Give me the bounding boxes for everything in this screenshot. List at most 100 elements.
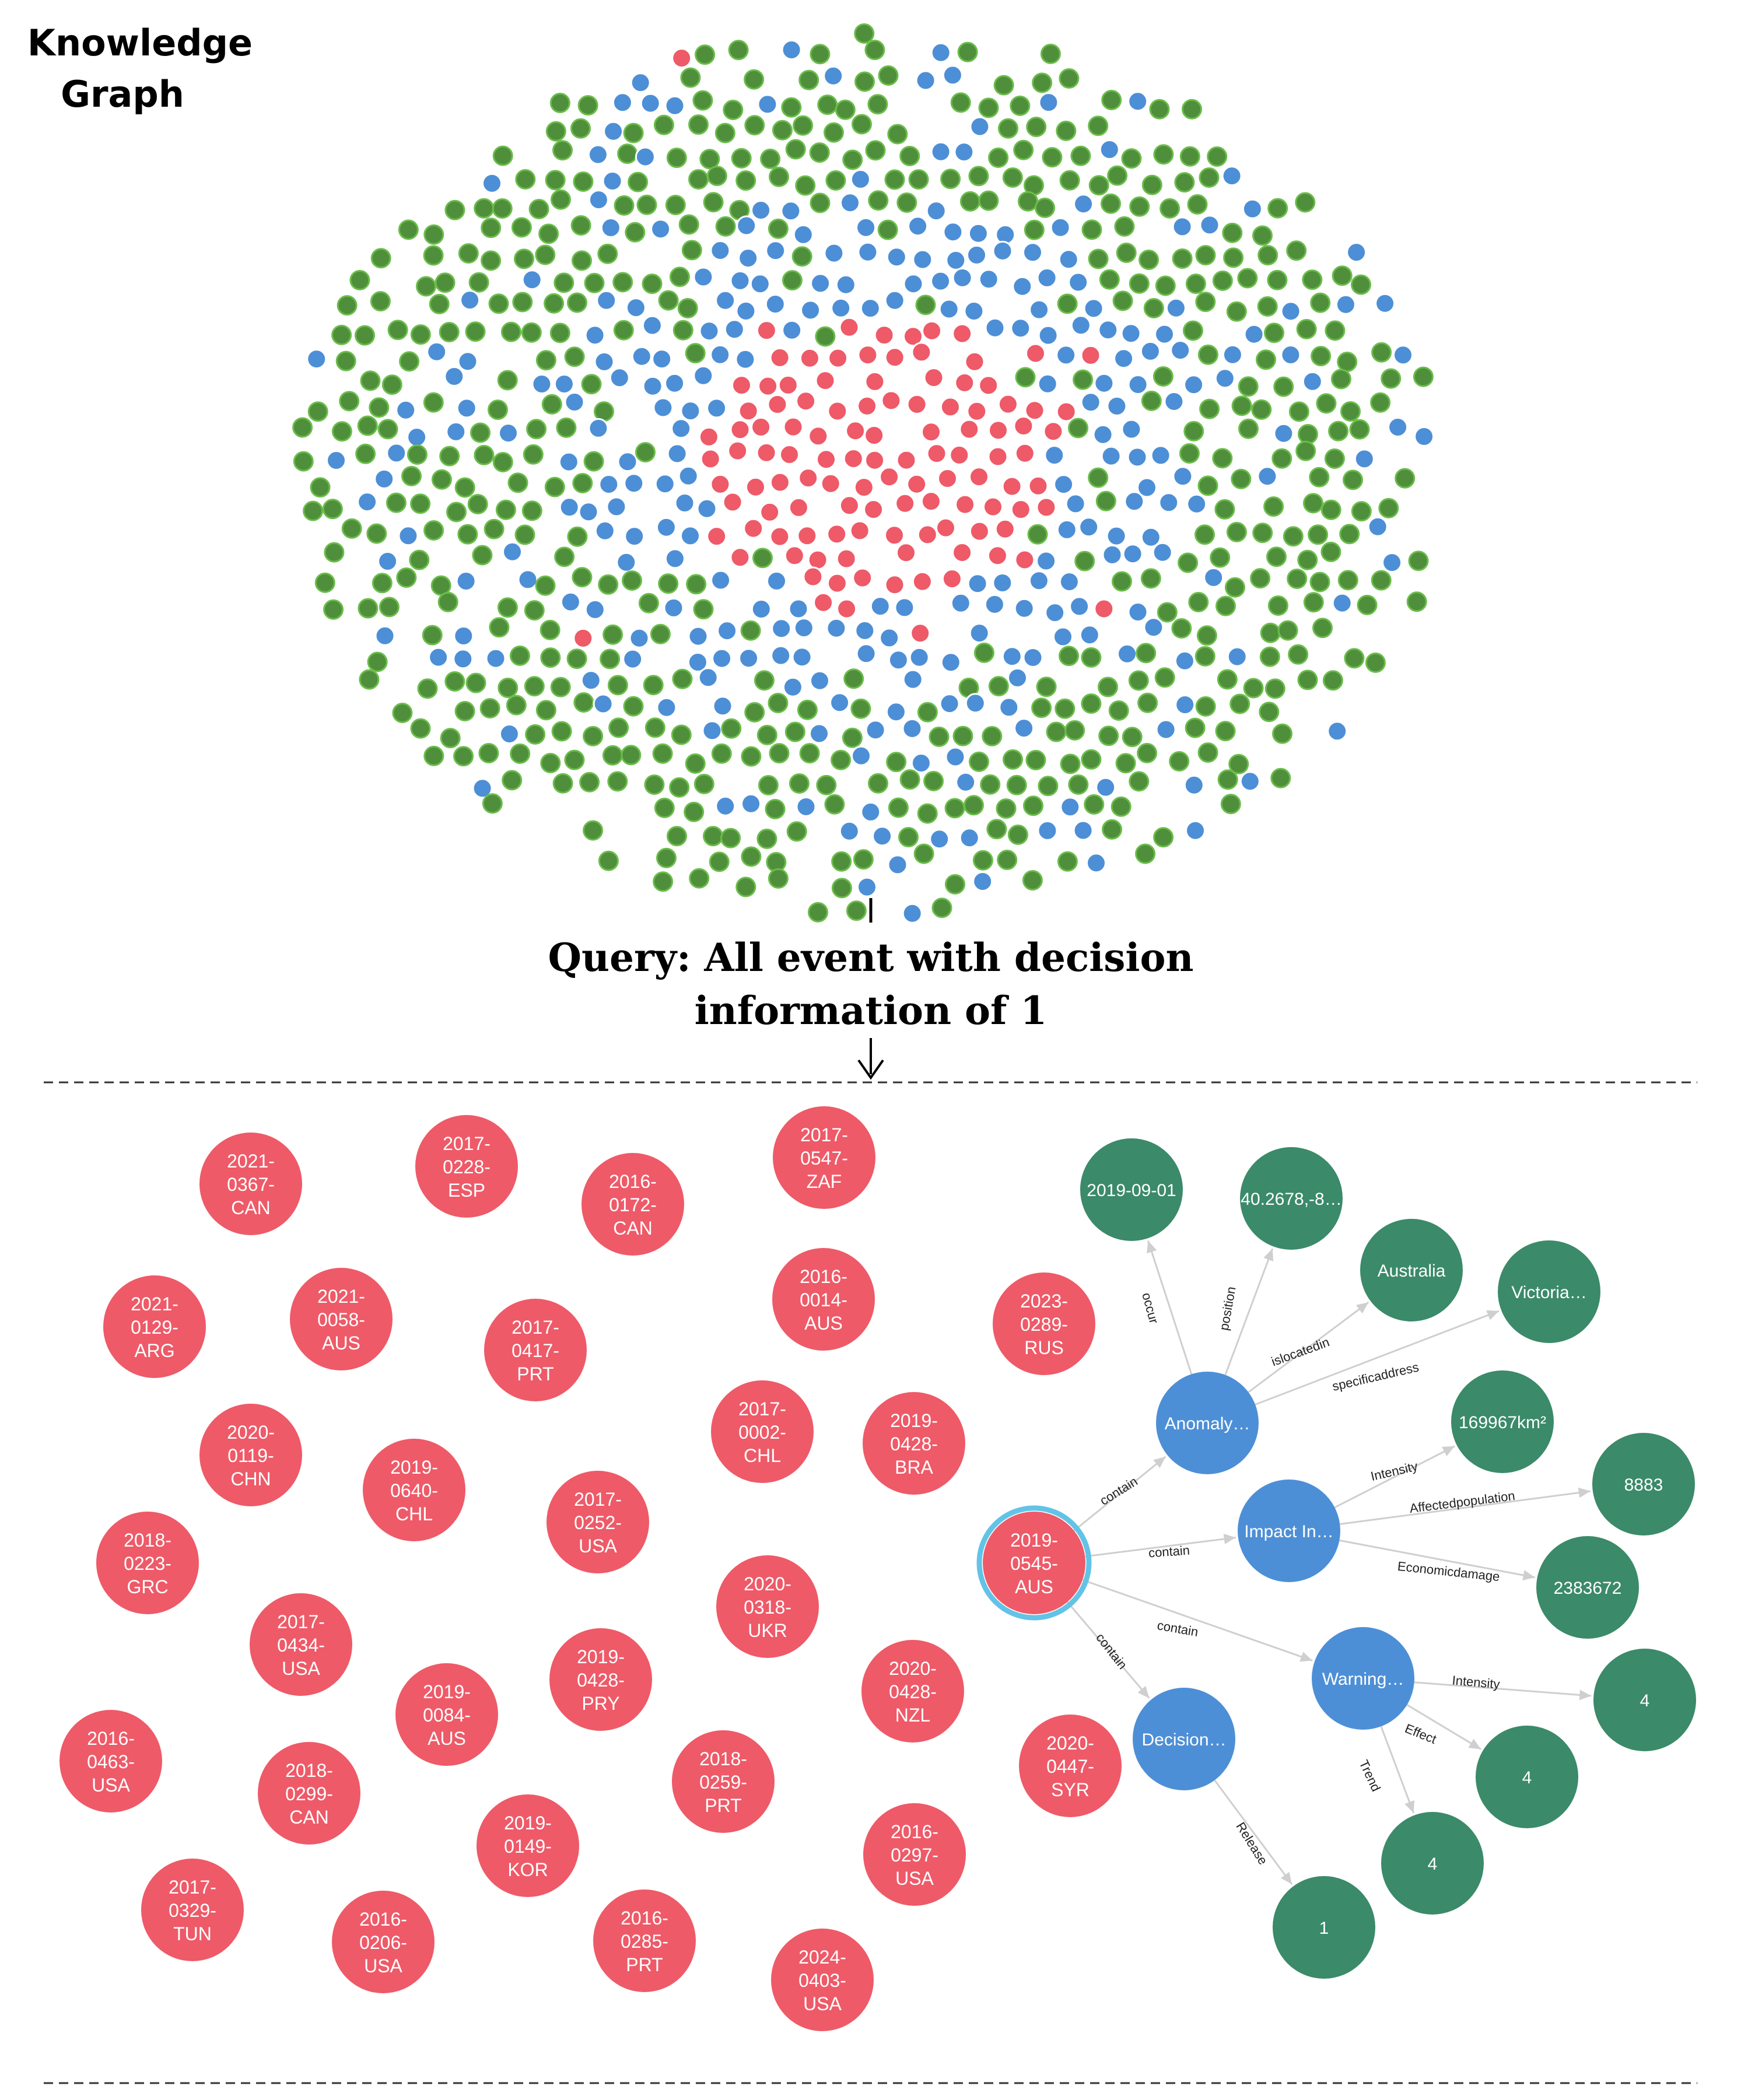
graph-node-53 [852,114,872,135]
graph-node-574 [1140,527,1161,548]
event-node[interactable]: 2017-0417-PRT [484,1299,587,1401]
event-node[interactable]: 2020-0447-SYR [1019,1715,1122,1817]
category-node[interactable]: Decision… [1133,1688,1235,1790]
graph-node-630 [941,569,962,589]
graph-node-158 [943,222,964,243]
graph-node-687 [740,620,761,641]
category-node[interactable]: Anomaly… [1156,1372,1259,1474]
graph-node-41 [1182,99,1202,120]
value-node[interactable]: 8883 [1592,1433,1695,1535]
value-node[interactable]: 169967km² [1451,1370,1554,1473]
event-node[interactable]: 2018-0299- CAN [258,1742,360,1845]
value-node-label: 4 [1428,1854,1438,1874]
event-node[interactable]: 2016- 0297-USA [863,1803,966,1906]
event-node[interactable]: 2017-0329-TUN [141,1859,244,1961]
value-node[interactable]: 2383672 [1536,1536,1639,1639]
event-node[interactable]: 2017- 0002-CHL [711,1380,814,1483]
graph-node-802 [702,720,723,741]
graph-node-75 [954,142,975,163]
event-node[interactable]: 2021-0367-CAN [199,1133,302,1235]
value-node[interactable]: Australia [1360,1219,1463,1321]
value-node[interactable]: 40.2678,-8… [1240,1147,1343,1250]
graph-node-182 [824,243,845,264]
event-node[interactable]: 2018- 0259-PRT [672,1730,775,1833]
graph-node-245 [715,290,736,311]
event-node-circle [103,1275,206,1378]
graph-node-705 [453,648,474,669]
graph-node-376 [488,399,508,420]
graph-node-77 [1013,139,1034,160]
graph-node-695 [1053,626,1073,647]
event-node[interactable]: 2016-0285-PRT [593,1889,696,1992]
event-node-label: 0289- [1020,1314,1068,1335]
event-node[interactable]: 2019-0640-CHL [363,1439,465,1541]
event-node[interactable]: 2020-0119-CHN [199,1404,302,1506]
event-node[interactable]: 2019- 0149-KOR [477,1794,579,1897]
event-node[interactable]: 2017- 0547-ZAF [773,1106,875,1209]
graph-node-547 [341,518,362,539]
value-node[interactable]: 4 [1476,1726,1578,1828]
graph-node-665 [1069,596,1090,617]
value-node[interactable]: 1 [1273,1876,1375,1979]
graph-node-414 [526,419,547,440]
value-node[interactable]: 4 [1381,1812,1484,1915]
graph-node-876 [1270,767,1291,788]
event-node-label: 2020- [889,1658,937,1679]
event-node[interactable]: 2016-0014- AUS [772,1248,875,1351]
graph-node-232 [1351,274,1371,295]
event-node[interactable]: 2016-0172- CAN [581,1153,684,1256]
event-node[interactable]: 2016-0206-USA [332,1891,435,1993]
event-node-label: 0297- [891,1845,938,1866]
graph-node-939 [902,903,923,924]
graph-node-803 [721,718,742,739]
graph-node-59 [1088,115,1109,136]
graph-node-135 [1129,196,1150,217]
graph-node-424 [864,425,885,446]
graph-node-215 [835,274,856,295]
value-node[interactable]: Victoria… [1498,1240,1600,1343]
graph-node-50 [772,120,793,141]
graph-node-303 [306,349,327,370]
value-node[interactable]: 2019-09-01 [1080,1138,1183,1241]
graph-node-632 [992,573,1013,593]
value-node[interactable]: 4 [1593,1649,1696,1751]
graph-node-322 [964,351,985,372]
graph-node-198 [1286,240,1307,261]
selected-event-node[interactable]: 2019-0545-AUS [976,1505,1092,1621]
graph-node-906 [959,828,980,849]
event-node[interactable]: 2019-0428- BRA [863,1392,965,1495]
graph-node-293 [1038,325,1059,346]
event-node[interactable]: 2023-0289-RUS [993,1272,1095,1375]
graph-node-114 [528,199,549,219]
graph-node-118 [636,194,657,215]
event-node-label: PRY [581,1693,619,1714]
event-node[interactable]: 2024-0403-USA [771,1929,874,2031]
event-node[interactable]: 2021- 0129-ARG [103,1275,206,1378]
event-node-label: 0367- [227,1174,275,1195]
event-node[interactable]: 2016-0463- USA [59,1710,162,1812]
event-node[interactable]: 2020-0428- NZL [861,1640,964,1743]
graph-node-23 [577,95,598,116]
event-node[interactable]: 2019- 0084-AUS [395,1663,498,1766]
event-node[interactable]: 2019- 0428-PRY [549,1628,652,1731]
graph-node-644 [323,599,344,620]
graph-node-809 [902,718,923,739]
graph-node-487 [654,474,675,495]
event-node[interactable]: 2017-0252-USA [547,1471,649,1573]
event-node[interactable]: 2020- 0318-UKR [716,1555,819,1658]
event-node[interactable]: 2017-0228- ESP [415,1115,518,1218]
event-node[interactable]: 2021-0058- AUS [290,1268,393,1370]
category-node[interactable]: Warning… [1312,1627,1414,1730]
graph-node-425 [921,422,941,443]
graph-node-460 [843,448,864,469]
category-node[interactable]: Impact In… [1238,1480,1340,1582]
graph-node-627 [852,567,873,588]
graph-node-707 [509,645,530,666]
event-node[interactable]: 2017- 0434-USA [250,1593,352,1696]
graph-node-838 [851,745,871,766]
event-node[interactable]: 2018-0223-GRC [96,1512,199,1614]
graph-node-79 [1070,145,1091,166]
graph-node-146 [570,215,591,236]
event-node-label: NZL [895,1705,930,1726]
graph-node-385 [796,391,817,412]
